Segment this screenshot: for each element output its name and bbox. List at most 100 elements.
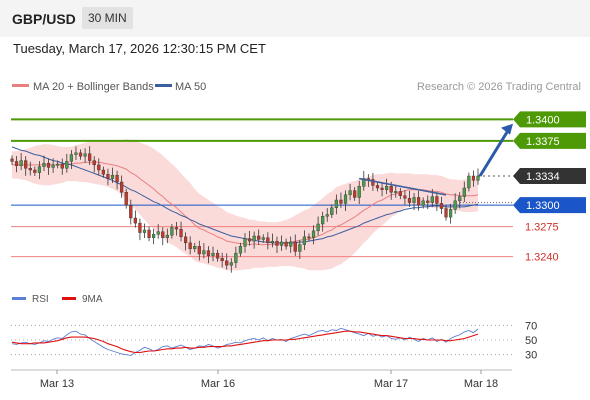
price-levels <box>11 118 513 258</box>
candle-body <box>444 208 448 218</box>
candle-body <box>348 190 352 196</box>
candle-body <box>426 200 430 203</box>
candle-body <box>448 209 453 218</box>
candle-body <box>46 162 51 168</box>
candle-body <box>211 252 215 256</box>
candle-body <box>56 163 60 166</box>
rsi-panel: 70 50 30 <box>11 320 537 362</box>
candle-body <box>462 187 466 197</box>
candle-body <box>343 194 348 204</box>
trend-line <box>359 177 447 196</box>
candle-body <box>289 241 293 247</box>
forecast-arrow-head <box>501 123 513 135</box>
candle-body <box>316 223 320 232</box>
x-tick-label-mar-16: Mar 16 <box>201 378 235 390</box>
candle-body <box>243 238 247 247</box>
candle-body <box>19 160 23 166</box>
candle-body <box>307 236 311 239</box>
candle-body <box>28 168 32 171</box>
candle-body <box>10 158 14 162</box>
candle-body <box>471 175 476 181</box>
candle-body <box>252 235 256 242</box>
candle-body <box>206 250 211 256</box>
candle-body <box>421 200 425 206</box>
candle-body <box>42 162 46 167</box>
candle-body <box>334 199 338 208</box>
candle-body <box>353 190 357 198</box>
legend-swatch-ma20 <box>12 84 29 87</box>
candle-body <box>215 252 220 259</box>
candle-body <box>261 237 265 240</box>
candle-body <box>161 231 165 238</box>
symbol-label: GBP/USD <box>12 11 76 27</box>
legend-rsi-ma-label: 9MA <box>82 294 103 305</box>
candle-body <box>65 161 69 169</box>
candle-body <box>133 217 137 224</box>
timeframe-button[interactable]: 30 MIN <box>82 7 133 29</box>
legend-ma20-label: MA 20 + Bollinger Bands <box>33 81 154 93</box>
level-label-1-3400: 1.3400 <box>526 114 560 126</box>
candle-body <box>197 246 201 255</box>
candle-body <box>225 260 229 266</box>
candle-body <box>24 160 28 169</box>
candle-body <box>14 161 19 166</box>
candle-body <box>174 227 179 230</box>
candle-body <box>229 262 233 266</box>
bollinger-band-fill <box>12 139 478 271</box>
candle-body <box>147 229 151 238</box>
candle-body <box>115 174 119 183</box>
candle-body <box>101 169 105 175</box>
level-label-1-3334: 1.3334 <box>526 171 560 183</box>
level-label-1-3375: 1.3375 <box>526 136 560 148</box>
candle-body <box>60 163 64 169</box>
candle-body <box>435 196 439 204</box>
candle-body <box>430 196 434 203</box>
annotations <box>359 123 513 196</box>
candle-body <box>138 222 142 233</box>
x-tick-label-mar-13: Mar 13 <box>40 378 74 390</box>
candle-body <box>458 196 462 202</box>
forecast-arrow-shaft <box>478 129 510 177</box>
candle-body <box>279 241 284 246</box>
candle-body <box>188 242 192 250</box>
candle-body <box>407 198 412 203</box>
legend-ma50-label: MA 50 <box>175 81 206 93</box>
candle-body <box>33 169 37 173</box>
rsi-legend: RSI 9MA <box>12 294 103 305</box>
rsi-tick-30: 30 <box>525 350 537 362</box>
candle-body <box>74 152 78 155</box>
candle-body <box>293 241 297 252</box>
candle-body <box>257 235 261 240</box>
candle-body <box>412 197 416 203</box>
candle-body <box>380 187 384 190</box>
candle-body <box>170 227 174 236</box>
candle-body <box>398 191 402 196</box>
candle-body <box>270 240 275 244</box>
candles <box>10 146 480 273</box>
candle-body <box>357 186 361 198</box>
candle-body <box>453 200 457 210</box>
candle-body <box>88 153 92 161</box>
candle-body <box>97 164 101 171</box>
candle-body <box>106 174 110 179</box>
level-label-1-3240: 1.3240 <box>525 252 559 264</box>
candle-body <box>220 258 224 262</box>
rsi-tick-70: 70 <box>525 320 537 332</box>
candle-body <box>467 175 471 189</box>
candle-body <box>202 250 206 255</box>
candle-body <box>183 236 188 244</box>
candle-body <box>362 178 366 187</box>
chart-datetime: Tuesday, March 17, 2026 12:30:15 PM CET <box>13 41 266 56</box>
candle-body <box>385 186 389 190</box>
candle-body <box>247 238 252 242</box>
candle-body <box>234 252 238 263</box>
candle-body <box>439 203 444 209</box>
candle-body <box>152 234 156 238</box>
candle-body <box>37 166 42 173</box>
rsi-line <box>11 327 479 356</box>
level-label-1-3275: 1.3275 <box>525 222 559 234</box>
candle-body <box>238 246 243 254</box>
copyright-text: Research © 2026 Trading Central <box>417 81 581 93</box>
candle-body <box>389 186 393 193</box>
candle-body <box>416 197 421 206</box>
